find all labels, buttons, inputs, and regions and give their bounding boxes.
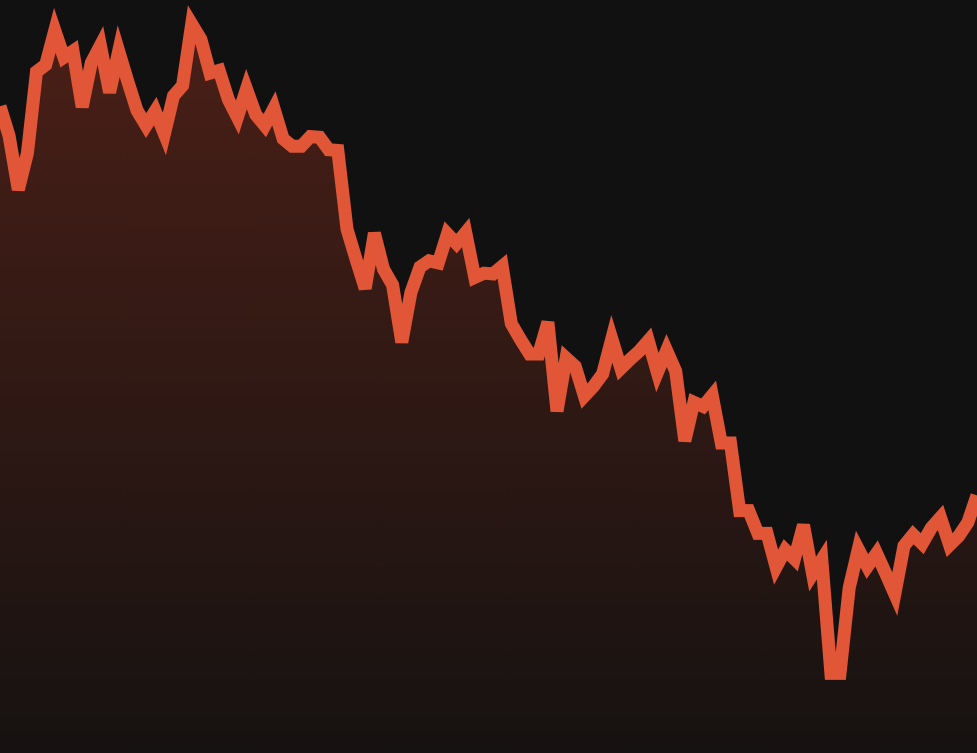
area-fill	[0, 24, 977, 753]
series-line	[0, 5, 977, 680]
